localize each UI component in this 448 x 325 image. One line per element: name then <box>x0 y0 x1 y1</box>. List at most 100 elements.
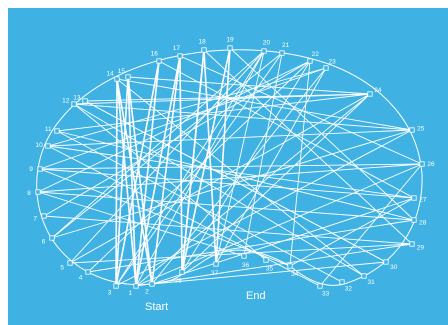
thread-line <box>127 76 153 285</box>
pin-label: 26 <box>427 161 435 168</box>
pin-label: 22 <box>312 51 320 58</box>
thread-line <box>319 163 423 287</box>
thread-line <box>84 100 387 263</box>
thread-line <box>215 50 265 265</box>
thread-line <box>51 50 265 239</box>
pin-label: 3 <box>108 290 112 297</box>
pin-marker <box>263 257 269 263</box>
pin-marker <box>67 260 73 266</box>
thread-line <box>69 50 265 264</box>
pin-marker <box>114 76 120 82</box>
pin-marker <box>37 166 43 172</box>
thread-line <box>116 78 365 277</box>
thread-line <box>47 145 321 287</box>
thread-layer <box>37 47 423 287</box>
thread-line <box>203 49 413 245</box>
pin-label: 29 <box>417 245 425 252</box>
pin-marker <box>241 253 247 259</box>
thread-line <box>181 93 371 273</box>
pin-label: 17 <box>173 45 181 52</box>
pin-label: 6 <box>42 238 46 245</box>
pin-label: 7 <box>33 215 37 222</box>
pin-marker <box>307 58 313 64</box>
pin-label: 25 <box>417 125 425 132</box>
pin-label: 28 <box>419 220 427 227</box>
pin-marker <box>41 213 47 219</box>
thread-line <box>181 60 311 273</box>
thread-line <box>179 55 423 165</box>
pin-label: 30 <box>390 264 398 271</box>
thread-line <box>73 103 365 277</box>
thread-line <box>115 78 118 287</box>
thread-line <box>151 261 387 285</box>
thread-line <box>69 93 371 264</box>
pin-marker <box>323 65 329 71</box>
pin-label: 23 <box>328 59 336 66</box>
pin-label: 10 <box>35 142 43 149</box>
thread-line <box>73 93 371 105</box>
thread-line <box>135 163 423 287</box>
thread-line <box>39 67 327 170</box>
pin-marker <box>35 189 41 195</box>
pin-label: 35 <box>266 266 274 273</box>
thread-line <box>179 55 183 273</box>
thread-line <box>87 219 415 273</box>
pin-label: 21 <box>282 42 290 49</box>
pin-marker <box>149 281 155 287</box>
start-label: Start <box>145 301 168 313</box>
pin-label: 14 <box>106 71 114 78</box>
pin-label: 38 <box>174 277 182 284</box>
thread-line <box>39 168 291 267</box>
pin-label: 36 <box>242 262 250 269</box>
pin-marker <box>201 47 207 53</box>
pin-label: 34 <box>291 271 299 278</box>
pin-label: 11 <box>45 126 52 133</box>
diagram-canvas: 1 2 3 4 5 6 7 8 9 10 11 12 13 14 15 16 17 18 19 20 21 22 23 24 2… <box>8 8 448 325</box>
pin-marker <box>367 91 373 97</box>
thread-line <box>51 129 413 239</box>
thread-line <box>73 103 413 131</box>
pin-marker <box>409 241 415 247</box>
pin-label: 2 <box>145 289 149 296</box>
pin-label: 19 <box>226 36 234 43</box>
thread-line <box>289 197 415 267</box>
pin-label: 12 <box>62 98 70 105</box>
pin-marker <box>419 161 425 167</box>
pin-label: 8 <box>27 190 31 197</box>
end-label: End <box>246 290 266 302</box>
thread-line <box>127 76 371 95</box>
pin-label: 37 <box>211 270 219 277</box>
thread-line <box>115 50 265 287</box>
pin-marker <box>49 235 55 241</box>
pin-label: 27 <box>419 197 427 204</box>
pin-marker <box>279 50 285 56</box>
thread-line <box>135 50 265 287</box>
pin-marker <box>227 45 233 51</box>
pin-marker <box>113 283 119 289</box>
pin-marker <box>213 261 219 267</box>
pin-marker <box>409 127 415 133</box>
outline-layer <box>36 49 423 286</box>
pin-marker <box>287 263 293 269</box>
thread-line <box>203 49 217 265</box>
thread-line <box>135 93 371 287</box>
thread-line <box>151 55 181 285</box>
pin-label: 5 <box>60 265 64 272</box>
pin-marker <box>411 217 417 223</box>
thread-line <box>37 191 245 257</box>
thread-line <box>37 163 423 193</box>
pin-label: 33 <box>322 290 330 297</box>
thread-line <box>215 67 327 265</box>
thread-line <box>37 191 415 221</box>
pin-label: 20 <box>263 40 271 47</box>
pin-marker <box>177 53 183 59</box>
thread-line <box>73 103 267 261</box>
pin-marker <box>85 269 91 275</box>
pin-label: 32 <box>345 286 353 293</box>
pin-marker <box>125 74 131 80</box>
pin-label: 9 <box>29 166 33 173</box>
pin-label: 15 <box>118 68 126 75</box>
pin-marker <box>361 273 367 279</box>
